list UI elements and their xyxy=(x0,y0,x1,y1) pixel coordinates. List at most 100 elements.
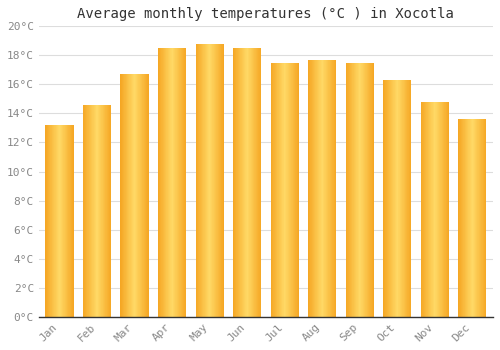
Bar xyxy=(243,48,244,317)
Bar xyxy=(270,63,271,317)
Bar xyxy=(122,74,124,317)
Bar xyxy=(48,125,49,317)
Bar xyxy=(407,80,408,317)
Bar xyxy=(97,105,98,317)
Bar xyxy=(399,80,400,317)
Bar xyxy=(292,63,293,317)
Bar xyxy=(347,63,348,317)
Bar xyxy=(124,74,125,317)
Bar xyxy=(233,48,234,317)
Bar xyxy=(143,74,144,317)
Bar xyxy=(181,48,182,317)
Bar xyxy=(313,60,314,317)
Bar xyxy=(328,60,329,317)
Bar xyxy=(183,48,184,317)
Bar xyxy=(440,102,441,317)
Bar xyxy=(357,63,358,317)
Bar xyxy=(278,63,279,317)
Bar xyxy=(210,44,212,317)
Bar xyxy=(101,105,102,317)
Bar xyxy=(475,119,476,317)
Bar xyxy=(470,119,472,317)
Bar xyxy=(437,102,438,317)
Bar xyxy=(184,48,185,317)
Bar xyxy=(199,44,200,317)
Bar xyxy=(411,80,412,317)
Bar xyxy=(405,80,406,317)
Bar xyxy=(197,44,198,317)
Bar xyxy=(55,125,56,317)
Bar xyxy=(297,63,298,317)
Bar xyxy=(458,119,459,317)
Bar xyxy=(159,48,160,317)
Bar xyxy=(444,102,445,317)
Bar xyxy=(277,63,278,317)
Bar xyxy=(130,74,131,317)
Bar xyxy=(256,48,258,317)
Bar xyxy=(358,63,359,317)
Bar xyxy=(127,74,128,317)
Bar xyxy=(279,63,280,317)
Bar xyxy=(284,63,286,317)
Bar xyxy=(147,74,148,317)
Bar xyxy=(160,48,161,317)
Bar xyxy=(459,119,460,317)
Bar xyxy=(443,102,444,317)
Bar xyxy=(252,48,253,317)
Bar xyxy=(356,63,357,317)
Bar xyxy=(322,60,323,317)
Bar xyxy=(209,44,210,317)
Bar xyxy=(283,63,284,317)
Bar xyxy=(428,102,429,317)
Bar xyxy=(395,80,396,317)
Bar xyxy=(205,44,206,317)
Bar xyxy=(429,102,430,317)
Bar xyxy=(441,102,442,317)
Bar xyxy=(363,63,364,317)
Bar xyxy=(126,74,127,317)
Bar xyxy=(275,63,276,317)
Bar xyxy=(69,125,70,317)
Bar xyxy=(312,60,313,317)
Bar xyxy=(99,105,100,317)
Bar xyxy=(164,48,165,317)
Bar xyxy=(409,80,410,317)
Bar xyxy=(272,63,273,317)
Bar xyxy=(254,48,255,317)
Bar xyxy=(481,119,482,317)
Bar xyxy=(170,48,171,317)
Title: Average monthly temperatures (°C ) in Xocotla: Average monthly temperatures (°C ) in Xo… xyxy=(78,7,454,21)
Bar xyxy=(251,48,252,317)
Bar xyxy=(360,63,361,317)
Bar xyxy=(128,74,129,317)
Bar xyxy=(245,48,246,317)
Bar xyxy=(484,119,485,317)
Bar xyxy=(145,74,146,317)
Bar xyxy=(485,119,486,317)
Bar xyxy=(366,63,367,317)
Bar xyxy=(162,48,163,317)
Bar xyxy=(176,48,177,317)
Bar xyxy=(385,80,386,317)
Bar xyxy=(448,102,449,317)
Bar xyxy=(90,105,91,317)
Bar xyxy=(260,48,261,317)
Bar xyxy=(433,102,434,317)
Bar xyxy=(259,48,260,317)
Bar xyxy=(102,105,103,317)
Bar xyxy=(329,60,330,317)
Bar xyxy=(198,44,199,317)
Bar xyxy=(295,63,296,317)
Bar xyxy=(324,60,325,317)
Bar xyxy=(84,105,85,317)
Bar xyxy=(330,60,332,317)
Bar xyxy=(346,63,347,317)
Bar xyxy=(282,63,283,317)
Bar xyxy=(46,125,47,317)
Bar xyxy=(223,44,224,317)
Bar xyxy=(354,63,356,317)
Bar xyxy=(96,105,97,317)
Bar xyxy=(50,125,51,317)
Bar xyxy=(388,80,389,317)
Bar xyxy=(383,80,384,317)
